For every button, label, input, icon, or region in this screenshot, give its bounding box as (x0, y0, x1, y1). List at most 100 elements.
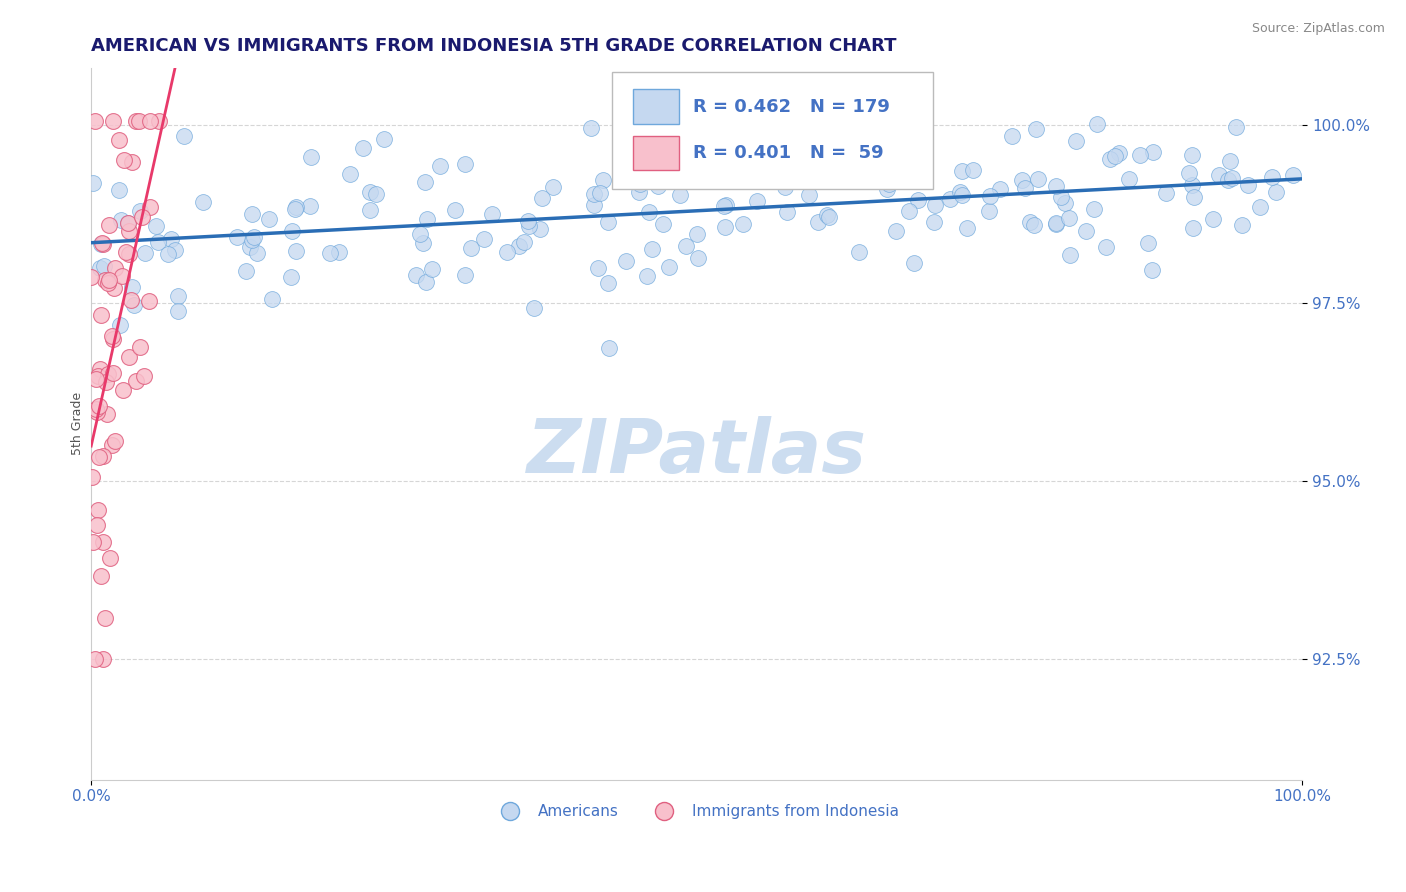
Point (87, 503, 110, 517)
Point (598, 276, 620, 290)
Point (744, 151, 766, 165)
Point (460, 241, 482, 255)
Point (876, 182, 898, 196)
Point (165, 244, 187, 258)
Point (259, 212, 281, 227)
Point (582, 198, 605, 212)
Point (1022, 218, 1045, 232)
Point (191, 194, 214, 209)
Point (922, 215, 945, 229)
Point (97, 219, 120, 233)
Point (101, 438, 124, 452)
FancyBboxPatch shape (612, 71, 932, 189)
Text: R = 0.401   N =  59: R = 0.401 N = 59 (693, 144, 884, 161)
Point (90, 236, 112, 251)
Point (877, 167, 900, 181)
Point (1045, 179, 1067, 194)
Point (139, 114, 162, 128)
Point (412, 236, 434, 251)
Point (598, 341, 620, 355)
Point (716, 151, 738, 165)
Point (138, 293, 160, 308)
Point (242, 207, 264, 221)
Point (405, 268, 427, 282)
Point (1208, 169, 1230, 183)
Point (420, 262, 443, 277)
Point (807, 159, 830, 173)
Point (97, 276, 120, 290)
Point (1181, 220, 1204, 235)
Point (1001, 128, 1024, 143)
Bar (633, 89, 679, 124)
Point (1095, 240, 1118, 254)
Point (1011, 172, 1033, 186)
Point (121, 280, 143, 294)
Point (429, 159, 451, 173)
Point (103, 280, 125, 294)
Point (950, 163, 973, 178)
Point (121, 155, 143, 169)
Point (903, 256, 925, 270)
Point (1202, 211, 1225, 226)
Point (90, 236, 112, 251)
Point (1014, 181, 1036, 195)
Point (108, 318, 131, 333)
Point (1045, 217, 1067, 231)
Point (1099, 152, 1122, 166)
Point (101, 114, 124, 128)
Point (157, 247, 180, 261)
Point (101, 329, 124, 343)
Point (112, 383, 135, 397)
Point (675, 239, 697, 253)
Point (879, 178, 901, 192)
Point (641, 161, 664, 176)
Point (98, 273, 121, 287)
Point (93, 535, 115, 549)
Point (87, 369, 110, 384)
Point (454, 268, 477, 282)
Point (713, 161, 735, 176)
Point (652, 217, 675, 231)
Point (284, 202, 307, 217)
Point (129, 203, 152, 218)
Point (962, 163, 984, 178)
Point (90, 569, 112, 583)
Point (610, 164, 633, 178)
Point (1225, 120, 1247, 134)
Point (1049, 189, 1071, 203)
Point (409, 227, 432, 241)
Point (815, 208, 838, 222)
Point (415, 175, 437, 189)
Point (1230, 218, 1253, 232)
Point (638, 204, 661, 219)
Point (713, 199, 735, 213)
Point (939, 193, 962, 207)
Point (529, 222, 551, 236)
Point (262, 292, 284, 306)
Point (319, 246, 342, 260)
Text: Source: ZipAtlas.com: Source: ZipAtlas.com (1251, 22, 1385, 36)
Point (956, 220, 979, 235)
Point (91, 236, 114, 251)
Point (658, 260, 681, 274)
Point (1261, 169, 1284, 184)
Point (145, 219, 167, 233)
Point (166, 304, 188, 318)
Point (114, 244, 136, 259)
Point (364, 187, 387, 202)
Point (1237, 178, 1260, 193)
Point (131, 210, 153, 224)
Point (725, 163, 748, 178)
Point (1104, 149, 1126, 163)
Point (134, 245, 156, 260)
Point (1282, 169, 1305, 183)
Point (508, 239, 530, 253)
Point (243, 230, 266, 244)
Point (1025, 122, 1047, 136)
Point (1108, 145, 1130, 160)
Point (1218, 173, 1240, 187)
Point (496, 245, 519, 260)
Y-axis label: 5th Grade: 5th Grade (72, 392, 84, 455)
Point (87, 450, 110, 464)
Point (122, 298, 145, 312)
